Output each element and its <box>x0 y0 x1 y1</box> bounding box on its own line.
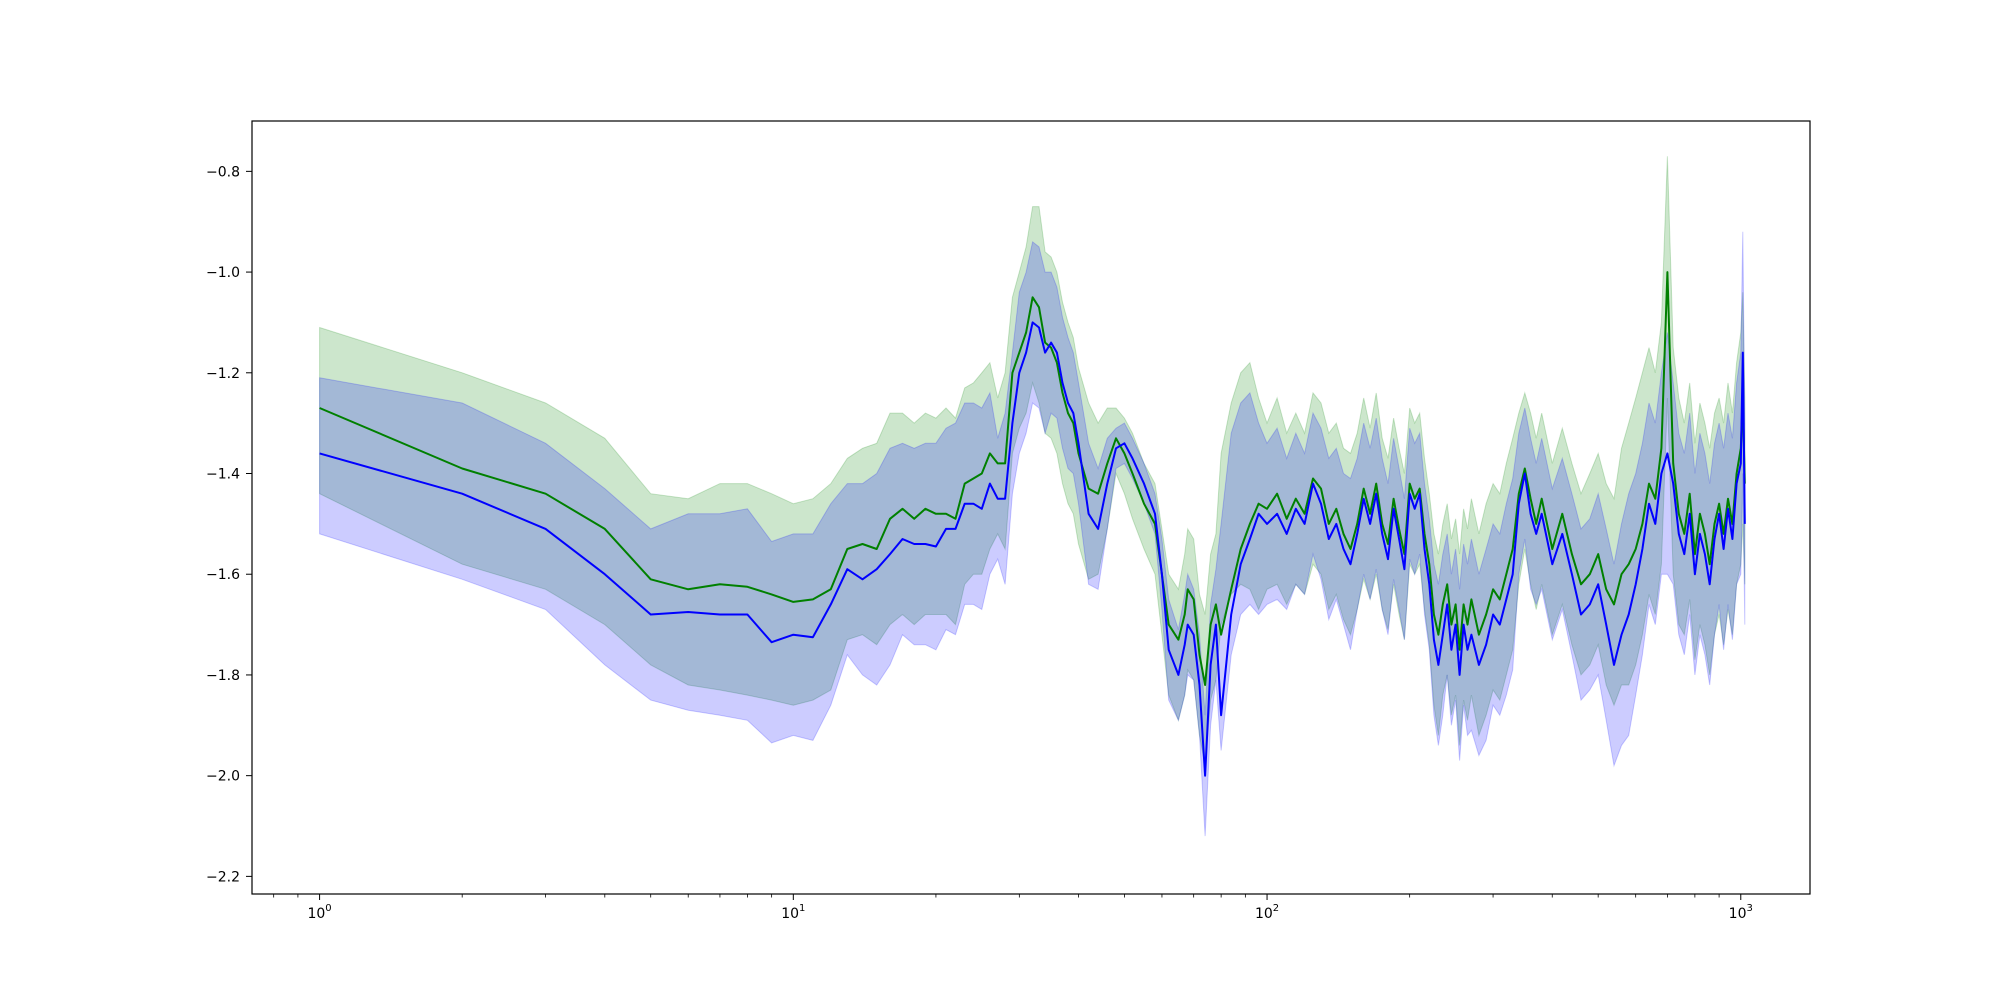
series-2-band <box>319 231 1746 837</box>
x-axis: 100 101 102 103 <box>273 894 1753 922</box>
y-tick-label: −1.8 <box>206 668 240 684</box>
y-tick-label: −1.6 <box>206 567 240 583</box>
x-tick-label: 102 <box>1255 903 1279 922</box>
x-tick-label: 103 <box>1729 903 1753 922</box>
y-tick-label: −1.0 <box>206 265 240 281</box>
y-tick-label: −2.0 <box>206 769 240 785</box>
axes-frame <box>251 120 1811 895</box>
series-1-line <box>319 271 1746 686</box>
y-tick-label: −1.2 <box>206 366 240 382</box>
y-axis: −0.8 −1.0 −1.2 −1.4 −1.6 −1.8 −2.0 −2.2 <box>206 164 252 885</box>
y-tick-label: −1.4 <box>206 467 240 483</box>
series-2-line <box>319 321 1746 777</box>
x-tick-label: 101 <box>781 903 805 922</box>
y-tick-label: −2.2 <box>206 869 240 885</box>
x-tick-label: 100 <box>307 903 331 922</box>
y-tick-label: −0.8 <box>206 164 240 180</box>
plot-area <box>319 156 1746 837</box>
